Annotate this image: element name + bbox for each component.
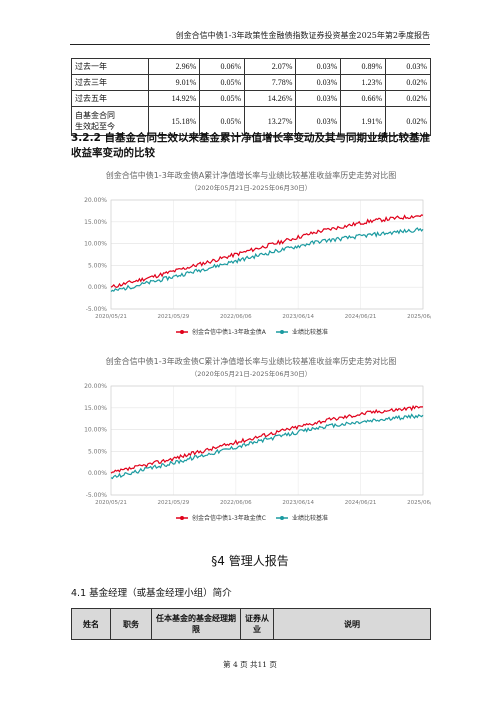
x-tick-label: 2024/06/21 [345,500,377,506]
table-cell: 1.91% [340,106,387,136]
chart-subtitle: （2020年05月21日-2025年06月30日） [190,370,312,378]
row-label-line: 生效起至今 [75,122,115,131]
row-label-line: 自基金合同 [75,111,115,120]
row-label: 过去一年 [71,58,149,75]
plot-area [110,199,424,310]
legend-marker [280,516,284,520]
x-tick-label: 2020/05/21 [95,500,127,506]
x-tick-label: 2025/06/30 [407,314,431,320]
page-footer: 第 4 页 共11 页 [223,660,277,669]
table-cell: 0.03% [295,90,342,107]
y-tick-label: -5.00% [86,306,108,313]
chart-svg: 20.00% 15.00% 10.00% 5.00% 0.00% -5.00%2020/0… [84,383,431,522]
table-header: 证券从业 [240,608,274,640]
section41-title: 4.1 基金经理（或基金经理小组）简介 [71,588,232,599]
table-cell: 0.02% [385,74,431,91]
table-cell: 0.05% [199,90,246,107]
table-cell: 0.02% [385,90,431,107]
y-tick-label: 20.00% [84,197,107,204]
table-cell: 0.66% [340,90,387,107]
table-row: 自基金合同 生效起至今 15.18% 0.05% 13.27% 0.03% 1.9… [71,106,431,136]
table-cell: 2.96% [147,58,201,75]
section4-title: §4 管理人报告 [211,554,289,568]
legend-marker [180,516,184,520]
y-tick-label: 0.00% [88,284,107,291]
series-line [110,214,424,288]
y-tick-label: 5.00% [88,448,107,455]
legend-marker [180,330,184,334]
table-cell: 14.92% [147,90,201,107]
x-tick-label: 2022/06/06 [220,500,252,506]
legend-label: 业绩比较基准 [292,328,328,336]
table-cell: 0.03% [295,58,342,75]
table-header: 职务 [110,608,152,640]
x-tick-label: 2022/06/06 [220,314,252,320]
x-tick-label: 2023/06/14 [282,314,314,320]
header-divider [70,44,430,45]
table-row: 过去三年 9.01% 0.05% 7.78% 0.03% 1.23% 0.02% [71,74,431,91]
table-header: 任本基金的基金经理期限 [151,608,241,640]
series-line [110,413,424,480]
table-cell: 0.05% [199,74,246,91]
table-cell: 15.18% [147,106,201,136]
table-cell: 0.03% [295,106,342,136]
series-line [110,227,424,293]
y-tick-label: 15.00% [84,405,107,412]
table-cell: 1.23% [340,74,387,91]
table-row: 过去一年 2.96% 0.06% 2.07% 0.03% 0.89% 0.03% [71,58,431,75]
section-title: 3.2.2 自基金合同生效以来基金累计净值增长率变动及其与同期业绩比较基准收益率… [71,132,431,159]
x-tick-label: 2021/05/29 [158,314,190,320]
table-cell: 7.78% [244,74,297,91]
manager-table: 姓名 职务 任本基金的基金经理期限 证券从业 说明 [71,608,431,640]
table-cell: 0.06% [199,58,246,75]
chart-subtitle: （2020年05月21日-2025年06月30日） [190,184,312,192]
y-tick-label: 15.00% [84,219,107,226]
y-tick-label: 20.00% [84,383,107,390]
x-tick-label: 2025/06/30 [407,500,431,506]
legend-label: 业绩比较基准 [292,514,328,522]
x-tick-label: 2024/06/21 [345,314,377,320]
series-line [110,404,423,474]
page-header: 创金合信中债1-3年政策性金融债指数证券投资基金2025年第2季度报告 [175,31,430,40]
legend-label: 创金合信中债1-3年政金债A [192,328,267,336]
x-tick-label: 2021/05/29 [158,500,190,506]
row-label: 自基金合同生效起至今 [71,106,149,136]
table-cell: 2.07% [244,58,297,75]
row-label: 过去三年 [71,74,149,91]
row-label: 过去五年 [71,90,149,107]
legend-marker [280,330,284,334]
y-tick-label: 10.00% [84,241,107,248]
chart-svg: 20.00% 15.00% 10.00% 5.00% 0.00% -5.00%2020/0… [84,197,431,336]
plot-area [110,385,424,496]
x-tick-label: 2020/05/21 [95,314,127,320]
table-cell: 0.89% [340,58,387,75]
table-header: 说明 [273,608,431,640]
table-row: 过去五年 14.92% 0.05% 14.26% 0.03% 0.66% 0.0… [71,90,431,107]
table-cell: 0.03% [295,74,342,91]
table-header: 姓名 [71,608,111,640]
chart-class-c: 创金合信中债1-3年政金债C累计净值增长率与业绩比较基准收益率历史走势对比图 （… [71,356,431,528]
performance-table: 过去一年 2.96% 0.06% 2.07% 0.03% 0.89% 0.03%… [71,58,431,136]
table-cell: 0.03% [385,58,431,75]
table-cell: 9.01% [147,74,201,91]
y-tick-label: -5.00% [86,492,108,499]
legend-label: 创金合信中债1-3年政金债C [192,514,266,522]
y-tick-label: 5.00% [88,262,107,269]
y-tick-label: 10.00% [84,427,107,434]
table-cell: 0.02% [385,106,431,136]
table-cell: 14.26% [244,90,297,107]
y-tick-label: 0.00% [88,470,107,477]
table-cell: 13.27% [244,106,297,136]
table-header-row: 姓名 职务 任本基金的基金经理期限 证券从业 说明 [71,608,431,640]
x-tick-label: 2023/06/14 [282,500,314,506]
chart-title: 创金合信中债1-3年政金债A累计净值增长率与业绩比较基准收益率历史走势对比图 [105,171,397,180]
chart-class-a: 创金合信中债1-3年政金债A累计净值增长率与业绩比较基准收益率历史走势对比图 （… [71,170,431,342]
chart-title: 创金合信中债1-3年政金债C累计净值增长率与业绩比较基准收益率历史走势对比图 [105,357,397,366]
